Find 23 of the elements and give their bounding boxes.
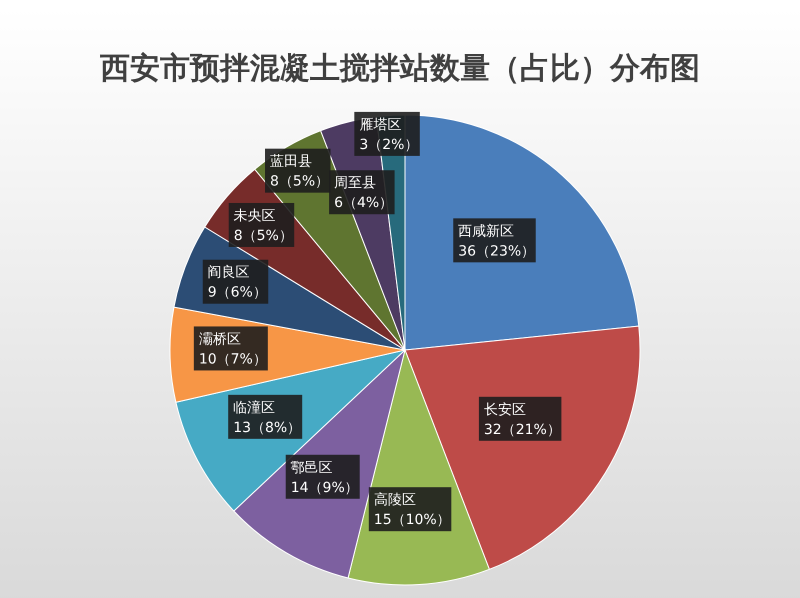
data-label: 6（4%） bbox=[334, 195, 394, 212]
slice-label: 周至县 bbox=[334, 175, 376, 192]
data-label: 9（6%） bbox=[208, 284, 267, 301]
data-label: 13（8%） bbox=[233, 420, 302, 436]
slice-label: 阎良区 bbox=[208, 264, 250, 281]
slice-label: 长安区 bbox=[484, 402, 526, 418]
chart-title: 西安市预拌混凝土搅拌站数量（占比）分布图 bbox=[99, 51, 701, 87]
data-label: 3（2%） bbox=[359, 136, 418, 153]
data-label: 14（9%） bbox=[290, 480, 359, 496]
slice-label: 蓝田县 bbox=[270, 154, 312, 170]
slice-label: 鄠邑区 bbox=[290, 460, 333, 476]
slice-label: 未央区 bbox=[234, 208, 276, 224]
slice-label: 临潼区 bbox=[233, 400, 276, 416]
data-label: 10（7%） bbox=[198, 351, 267, 368]
slice-label: 西咸新区 bbox=[458, 223, 514, 240]
data-label: 32（21%） bbox=[484, 422, 561, 438]
data-label: 8（5%） bbox=[234, 228, 293, 244]
data-label: 36（23%） bbox=[458, 243, 536, 260]
data-label: 8（5%） bbox=[270, 174, 330, 190]
slice-label: 高陵区 bbox=[374, 492, 416, 508]
data-label: 15（10%） bbox=[374, 512, 451, 528]
slice-label: 雁塔区 bbox=[359, 116, 402, 133]
slice-label: 灞桥区 bbox=[198, 331, 241, 348]
